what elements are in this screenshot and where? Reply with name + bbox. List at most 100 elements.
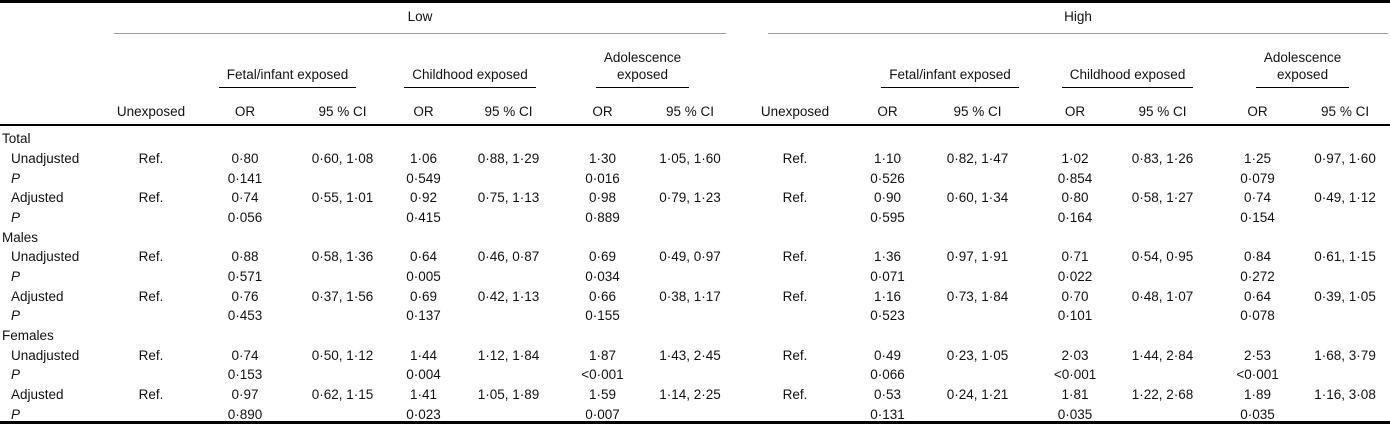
subgroup-header-row: Fetal/infant exposed Childhood exposed A… bbox=[0, 42, 1390, 92]
empty-cell bbox=[1110, 165, 1215, 185]
or-cell: 0·90 bbox=[874, 190, 902, 206]
p-value-cell: 0·071 bbox=[870, 269, 905, 284]
empty-cell bbox=[112, 362, 190, 382]
ci-cell: 0·49, 0·97 bbox=[659, 249, 721, 265]
or-cell: 0·97 bbox=[231, 387, 259, 403]
p-value-cell: 0·079 bbox=[1240, 170, 1275, 186]
ci-cell: 1·68, 3·79 bbox=[1314, 347, 1376, 363]
empty-cell bbox=[730, 303, 860, 323]
ci-cell: 0·55, 1·01 bbox=[311, 190, 374, 206]
empty-cell bbox=[730, 205, 860, 225]
ci-cell: 0·42, 1·13 bbox=[477, 288, 540, 304]
empty-cell bbox=[112, 205, 190, 225]
p-value-cell: 0·034 bbox=[585, 269, 620, 284]
ci-cell: 0·88, 1·29 bbox=[477, 150, 540, 166]
empty-cell bbox=[112, 303, 190, 323]
row-label: P bbox=[11, 269, 21, 284]
or-cell: 0·80 bbox=[1061, 190, 1089, 206]
subgroup-label: Adolescence exposed bbox=[1255, 50, 1350, 88]
column-header-or: OR bbox=[1247, 104, 1268, 119]
row-label: P bbox=[11, 367, 21, 383]
group-label-high: High bbox=[1064, 9, 1092, 24]
p-value-cell: 0·164 bbox=[1057, 209, 1093, 225]
section-label: Total bbox=[2, 131, 31, 147]
row-label: P bbox=[11, 170, 21, 186]
p-value-cell: 0·005 bbox=[406, 269, 441, 284]
column-header-unexposed-low: Unexposed bbox=[116, 104, 186, 119]
column-header-row: Unexposed OR 95 % CI OR 95 % CI OR 95 % … bbox=[0, 92, 1390, 125]
or-cell: 0·70 bbox=[1061, 288, 1089, 304]
unexposed-cell: Ref. bbox=[138, 190, 164, 206]
empty-cell bbox=[1300, 362, 1390, 382]
section-label: Males bbox=[2, 229, 39, 245]
or-cell: 0·76 bbox=[231, 288, 259, 304]
empty-cell bbox=[112, 264, 190, 284]
ci-cell: 0·49, 1·12 bbox=[1314, 190, 1376, 206]
p-value-cell: 0·007 bbox=[585, 406, 620, 422]
row-label: Unadjusted bbox=[11, 150, 80, 166]
empty-cell bbox=[650, 303, 730, 323]
p-value-cell: 0·571 bbox=[227, 269, 263, 284]
subgroup-header-fetal-high: Fetal/infant exposed bbox=[860, 42, 1040, 92]
ci-cell: 0·62, 1·15 bbox=[311, 387, 374, 403]
p-value-cell: 0·016 bbox=[585, 170, 620, 186]
empty-cell bbox=[462, 402, 555, 423]
empty-cell bbox=[650, 165, 730, 185]
or-cell: 0·69 bbox=[588, 249, 617, 265]
empty-cell bbox=[650, 205, 730, 225]
or-cell: 1·89 bbox=[1244, 387, 1272, 403]
corner-cell bbox=[0, 42, 112, 92]
corner-cell bbox=[0, 92, 112, 125]
p-value-cell: <0·001 bbox=[1053, 367, 1097, 383]
column-header-ci: 95 % CI bbox=[1321, 104, 1370, 119]
spacer-cell bbox=[112, 42, 190, 92]
ci-cell: 0·23, 1·05 bbox=[946, 347, 1009, 363]
row-label: P bbox=[11, 209, 21, 225]
p-row: P 0·571 0·005 0·034 0·071 0·022 0·272 bbox=[0, 264, 1390, 284]
p-value-cell: 0·549 bbox=[406, 170, 441, 186]
empty-cell bbox=[462, 362, 555, 382]
column-header-or: OR bbox=[234, 104, 256, 119]
empty-cell bbox=[915, 205, 1040, 225]
group-header-low: Low bbox=[112, 2, 730, 43]
or-cell: 0·66 bbox=[588, 288, 617, 304]
column-header-ci: 95 % CI bbox=[318, 104, 367, 119]
empty-cell bbox=[730, 165, 860, 185]
ci-cell: 1·05, 1·89 bbox=[477, 387, 540, 403]
p-value-cell: 0·137 bbox=[406, 308, 441, 324]
p-value-cell: 0·004 bbox=[406, 367, 441, 383]
row-label: Adjusted bbox=[11, 387, 64, 403]
unexposed-cell: Ref. bbox=[782, 387, 808, 403]
or-cell: 0·92 bbox=[409, 190, 438, 206]
subgroup-label: Fetal/infant exposed bbox=[881, 67, 1019, 88]
empty-cell bbox=[462, 303, 555, 323]
row-label: Unadjusted bbox=[11, 249, 80, 265]
p-value-cell: 0·035 bbox=[1057, 406, 1093, 422]
empty-cell bbox=[915, 165, 1040, 185]
empty-cell bbox=[650, 362, 730, 382]
spacer-cell bbox=[730, 42, 860, 92]
empty-cell bbox=[112, 402, 190, 423]
or-cell: 0·80 bbox=[231, 150, 259, 166]
empty-cell bbox=[915, 402, 1040, 423]
column-header-ci: 95 % CI bbox=[1138, 104, 1187, 119]
empty-cell bbox=[1300, 264, 1390, 284]
p-value-cell: 0·035 bbox=[1240, 406, 1275, 422]
unexposed-cell: Ref. bbox=[138, 249, 164, 265]
column-header-ci: 95 % CI bbox=[953, 104, 1002, 119]
group-label-low: Low bbox=[407, 9, 433, 24]
subgroup-label: Adolescence exposed bbox=[595, 50, 690, 88]
p-row: P 0·453 0·137 0·155 0·523 0·101 0·078 bbox=[0, 303, 1390, 323]
empty-cell bbox=[730, 402, 860, 423]
corner-cell bbox=[0, 2, 112, 43]
or-cell: 1·10 bbox=[874, 150, 902, 166]
subgroup-header-fetal-low: Fetal/infant exposed bbox=[190, 42, 385, 92]
or-cell: 1·02 bbox=[1061, 150, 1089, 166]
section-row: Males bbox=[0, 224, 1390, 244]
or-cell: 0·84 bbox=[1244, 249, 1272, 265]
empty-cell bbox=[1300, 165, 1390, 185]
or-cell: 1·41 bbox=[409, 387, 438, 403]
empty-cell bbox=[1110, 205, 1215, 225]
table-header: Low High Fetal/infant exposed Childhood … bbox=[0, 2, 1390, 125]
